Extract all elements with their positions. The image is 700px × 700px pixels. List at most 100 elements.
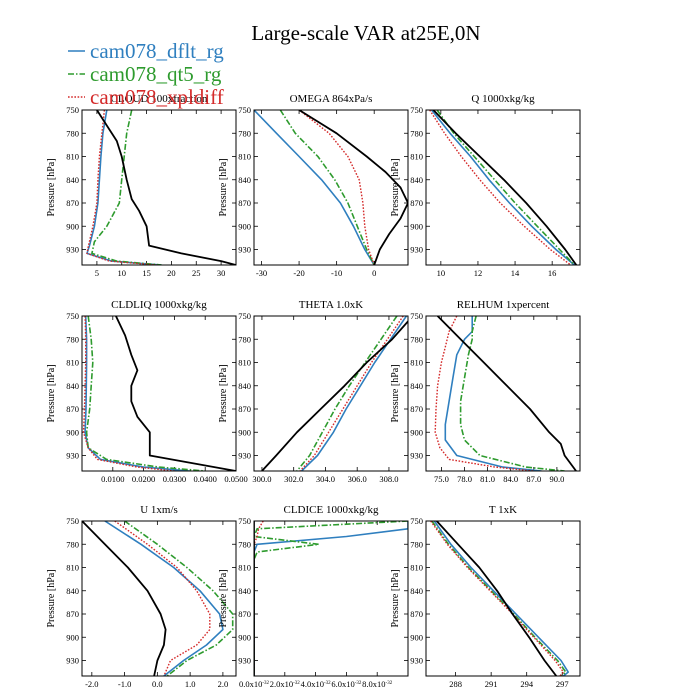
series-line [96,110,236,265]
y-tick-label: 840 [238,586,251,596]
y-axis-label: Pressure [hPa] [218,158,229,216]
series-line [84,316,190,471]
x-tick-label: 81.0 [480,474,495,484]
x-tick-label: 10 [117,268,126,278]
y-tick-label: 750 [410,516,423,526]
panel-title: U 1xm/s [140,504,178,516]
y-tick-label: 870 [66,609,79,619]
series-line [254,521,408,676]
series-line [432,110,578,265]
x-tick-label: 288 [449,679,462,689]
y-axis-label: Pressure [hPa] [390,569,401,627]
panel-frame [81,315,237,472]
x-tick-label: 2.0x10-32 [270,679,301,689]
y-tick-label: 810 [410,358,423,368]
legend: cam078_dflt_rgcam078_qt5_rgcam078_xpldif… [68,39,224,109]
y-tick-label: 900 [410,427,423,437]
panel: CLDLIQ 1000xkg/kg 750 780 810 840 870 900 930 Pr… [46,299,248,484]
y-tick-label: 900 [410,632,423,642]
x-tick-label: 16 [548,268,557,278]
x-tick-label: 0.0200 [132,474,155,484]
y-tick-label: 780 [238,539,251,549]
series-line [433,521,570,676]
y-tick-label: 840 [238,175,251,185]
y-tick-label: 750 [238,105,251,115]
y-tick-label: 900 [410,221,423,231]
y-tick-label: 810 [66,358,79,368]
legend-item: cam078_qt5_rg [68,62,222,86]
y-tick-label: 930 [410,656,423,666]
y-tick-label: 930 [410,451,423,461]
series-line [298,110,408,265]
x-tick-label: 15 [142,268,151,278]
y-tick-label: 840 [66,175,79,185]
y-tick-label: 930 [410,245,423,255]
x-tick-label: 84.0 [503,474,518,484]
panel-grid: CLOUD 100xfraction 750 780 810 840 870 900 930 P… [46,93,581,689]
series-line [431,521,567,676]
panel-frame [81,520,237,677]
panel-title: OMEGA 864xPa/s [290,93,373,105]
y-tick-label: 930 [238,451,251,461]
panel-title: THETA 1.0xK [299,299,364,311]
x-tick-label: 0.0 [152,679,163,689]
series-line [436,316,577,471]
panel: CLDICE 1000xkg/kg 750 780 810 840 870 900 930 Pr… [218,504,409,689]
y-tick-label: 810 [238,563,251,573]
y-tick-label: 810 [238,152,251,162]
series-line [436,521,558,676]
y-tick-label: 870 [410,609,423,619]
y-tick-label: 750 [66,516,79,526]
y-axis-label: Pressure [hPa] [218,364,229,422]
x-tick-label: 300.0 [252,474,271,484]
y-tick-label: 900 [66,427,79,437]
panel: RELHUM 1xpercent 750 780 810 840 870 900 930 Pre… [390,299,581,484]
series-line [299,316,404,471]
y-tick-label: 780 [238,334,251,344]
panel: CLOUD 100xfraction 750 780 810 840 870 900 930 P… [46,93,237,278]
y-tick-label: 750 [410,105,423,115]
x-tick-label: 87.0 [526,474,541,484]
y-axis-label: Pressure [hPa] [218,569,229,627]
series-line [261,320,408,471]
figure-title: Large-scale VAR at25E,0N [251,21,480,45]
y-tick-label: 870 [66,404,79,414]
panel-title: T 1xK [489,504,517,516]
panel-frame [81,109,237,266]
y-tick-label: 870 [410,198,423,208]
y-tick-label: 780 [66,128,79,138]
x-tick-label: 0 [372,268,376,278]
panel: Q 1000xkg/kg 750 780 810 840 870 900 930 Pressur… [390,93,581,278]
x-tick-label: 90.0 [549,474,564,484]
y-tick-label: 840 [66,381,79,391]
x-tick-label: 5 [95,268,99,278]
x-tick-label: 1.0 [185,679,196,689]
y-axis-label: Pressure [hPa] [46,364,57,422]
x-tick-label: 10 [437,268,446,278]
y-tick-label: 780 [238,128,251,138]
y-tick-label: 810 [66,563,79,573]
legend-item: cam078_dflt_rg [68,39,224,63]
y-tick-label: 870 [66,198,79,208]
x-tick-label: 2.0 [218,679,229,689]
y-tick-label: 750 [66,311,79,321]
panel: THETA 1.0xK 750 780 810 840 870 900 930 Pressure… [218,299,409,484]
y-tick-label: 930 [66,245,79,255]
panel-frame [253,520,409,677]
panel-frame [425,109,581,266]
y-tick-label: 930 [66,656,79,666]
panel: T 1xK 750 780 810 840 870 900 930 Pressure [hPa]… [390,504,581,689]
y-tick-label: 930 [66,451,79,461]
y-tick-label: 780 [66,334,79,344]
y-tick-label: 780 [410,539,423,549]
y-tick-label: 870 [238,404,251,414]
x-tick-label: 0.0100 [101,474,124,484]
series-line [430,110,575,265]
panel-title: RELHUM 1xpercent [457,299,550,311]
y-tick-label: 930 [238,245,251,255]
y-tick-label: 780 [66,539,79,549]
series-line [434,316,534,471]
panel-frame [253,315,409,472]
x-tick-label: 0.0400 [194,474,217,484]
panel-frame [425,315,581,472]
